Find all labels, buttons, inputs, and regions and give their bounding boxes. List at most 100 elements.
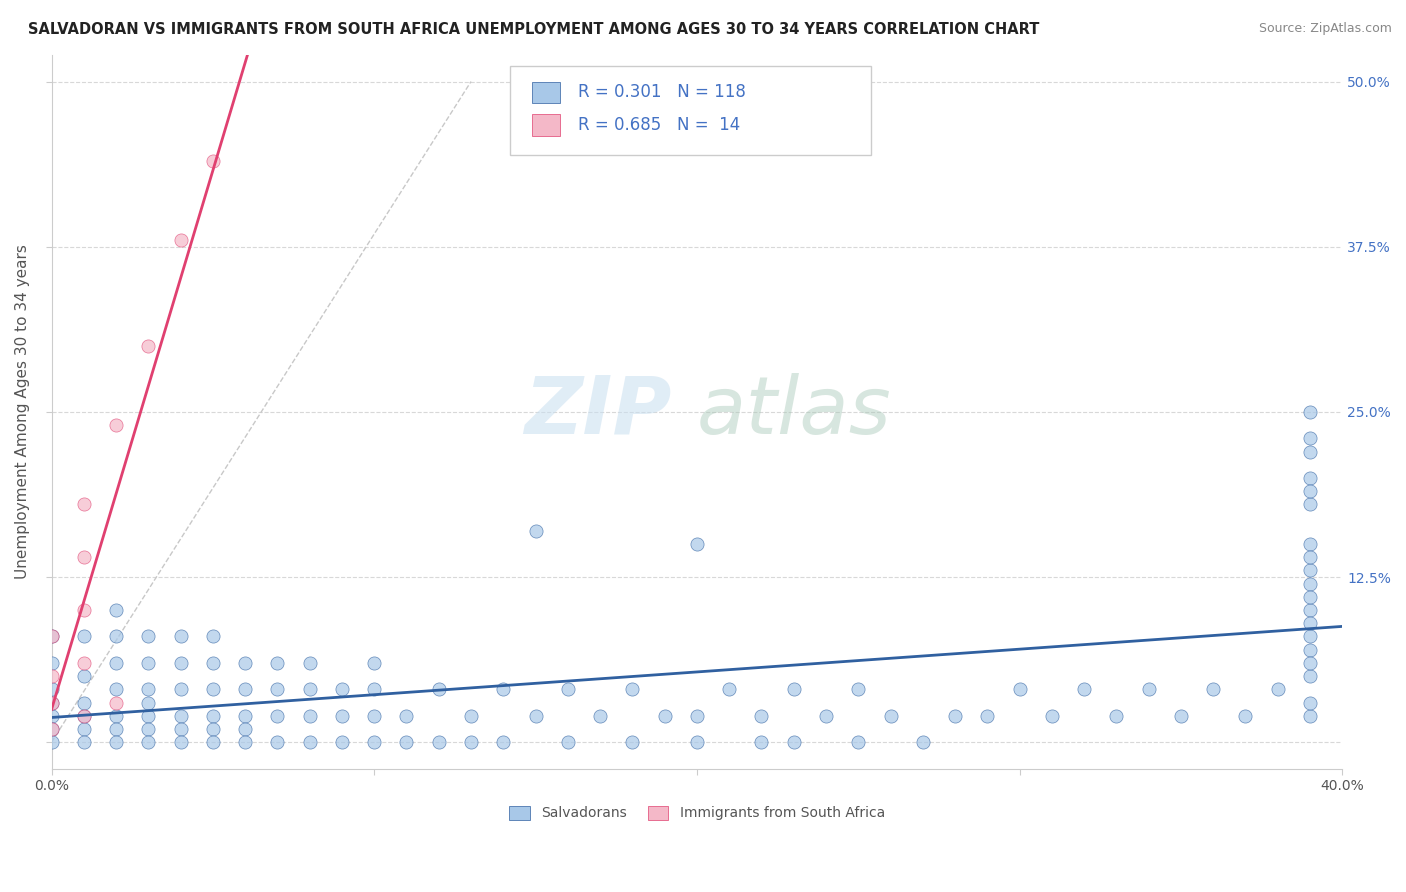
Point: [105, 722, 128, 736]
Point: [201, 708, 224, 723]
Point: [41, 696, 63, 710]
Point: [266, 656, 288, 670]
Point: [105, 603, 128, 617]
Point: [524, 524, 547, 538]
Point: [41, 735, 63, 749]
Point: [1299, 630, 1322, 644]
Point: [751, 735, 773, 749]
Point: [1299, 563, 1322, 577]
Point: [846, 682, 869, 697]
Point: [105, 630, 128, 644]
Point: [41, 669, 63, 683]
Point: [266, 708, 288, 723]
Point: [1267, 682, 1289, 697]
Point: [233, 735, 256, 749]
Point: [73, 497, 96, 511]
Point: [427, 682, 450, 697]
Point: [589, 708, 612, 723]
Point: [105, 682, 128, 697]
Point: [73, 550, 96, 565]
Point: [41, 630, 63, 644]
Point: [1299, 590, 1322, 604]
Point: [201, 735, 224, 749]
Point: [201, 153, 224, 168]
Point: [136, 696, 159, 710]
Point: [105, 708, 128, 723]
Point: [1299, 616, 1322, 631]
Point: [73, 669, 96, 683]
Point: [1299, 603, 1322, 617]
Point: [1299, 642, 1322, 657]
Point: [266, 682, 288, 697]
Point: [783, 682, 806, 697]
Point: [557, 682, 579, 697]
Point: [1234, 708, 1257, 723]
Point: [105, 735, 128, 749]
Point: [105, 656, 128, 670]
Point: [1299, 669, 1322, 683]
Point: [1170, 708, 1192, 723]
Point: [330, 735, 353, 749]
Point: [233, 708, 256, 723]
Point: [363, 708, 385, 723]
Point: [201, 656, 224, 670]
Point: [136, 656, 159, 670]
Point: [233, 682, 256, 697]
Point: [1073, 682, 1095, 697]
Point: [330, 682, 353, 697]
Point: [233, 722, 256, 736]
Point: [363, 682, 385, 697]
Point: [298, 656, 321, 670]
Point: [73, 735, 96, 749]
Point: [1137, 682, 1160, 697]
Point: [169, 708, 191, 723]
Point: [1299, 405, 1322, 419]
Point: [395, 708, 418, 723]
Text: Source: ZipAtlas.com: Source: ZipAtlas.com: [1258, 22, 1392, 36]
Point: [751, 708, 773, 723]
Point: [1299, 656, 1322, 670]
Point: [136, 722, 159, 736]
Point: [1299, 484, 1322, 499]
Text: atlas: atlas: [697, 373, 891, 450]
Point: [298, 682, 321, 697]
Point: [943, 708, 966, 723]
Point: [1008, 682, 1031, 697]
Point: [621, 682, 644, 697]
Point: [814, 708, 837, 723]
Point: [41, 630, 63, 644]
Point: [395, 735, 418, 749]
Point: [41, 682, 63, 697]
Point: [1299, 471, 1322, 485]
Point: [169, 630, 191, 644]
Point: [73, 708, 96, 723]
Point: [718, 682, 741, 697]
Text: SALVADORAN VS IMMIGRANTS FROM SOUTH AFRICA UNEMPLOYMENT AMONG AGES 30 TO 34 YEAR: SALVADORAN VS IMMIGRANTS FROM SOUTH AFRI…: [28, 22, 1039, 37]
Point: [1299, 537, 1322, 551]
Point: [492, 682, 515, 697]
Point: [169, 682, 191, 697]
Point: [201, 722, 224, 736]
Point: [136, 735, 159, 749]
Point: [41, 696, 63, 710]
Point: [1105, 708, 1128, 723]
Point: [879, 708, 901, 723]
Point: [73, 603, 96, 617]
Text: R = 0.301   N = 118: R = 0.301 N = 118: [578, 83, 747, 101]
Point: [1040, 708, 1063, 723]
Point: [427, 735, 450, 749]
Point: [686, 708, 709, 723]
Point: [73, 708, 96, 723]
Point: [976, 708, 998, 723]
Point: [686, 537, 709, 551]
Point: [492, 735, 515, 749]
Point: [136, 339, 159, 353]
Point: [73, 722, 96, 736]
Point: [41, 708, 63, 723]
Text: ZIP: ZIP: [523, 373, 671, 450]
Point: [363, 735, 385, 749]
Point: [524, 708, 547, 723]
FancyBboxPatch shape: [531, 81, 560, 103]
Point: [41, 722, 63, 736]
Point: [654, 708, 676, 723]
